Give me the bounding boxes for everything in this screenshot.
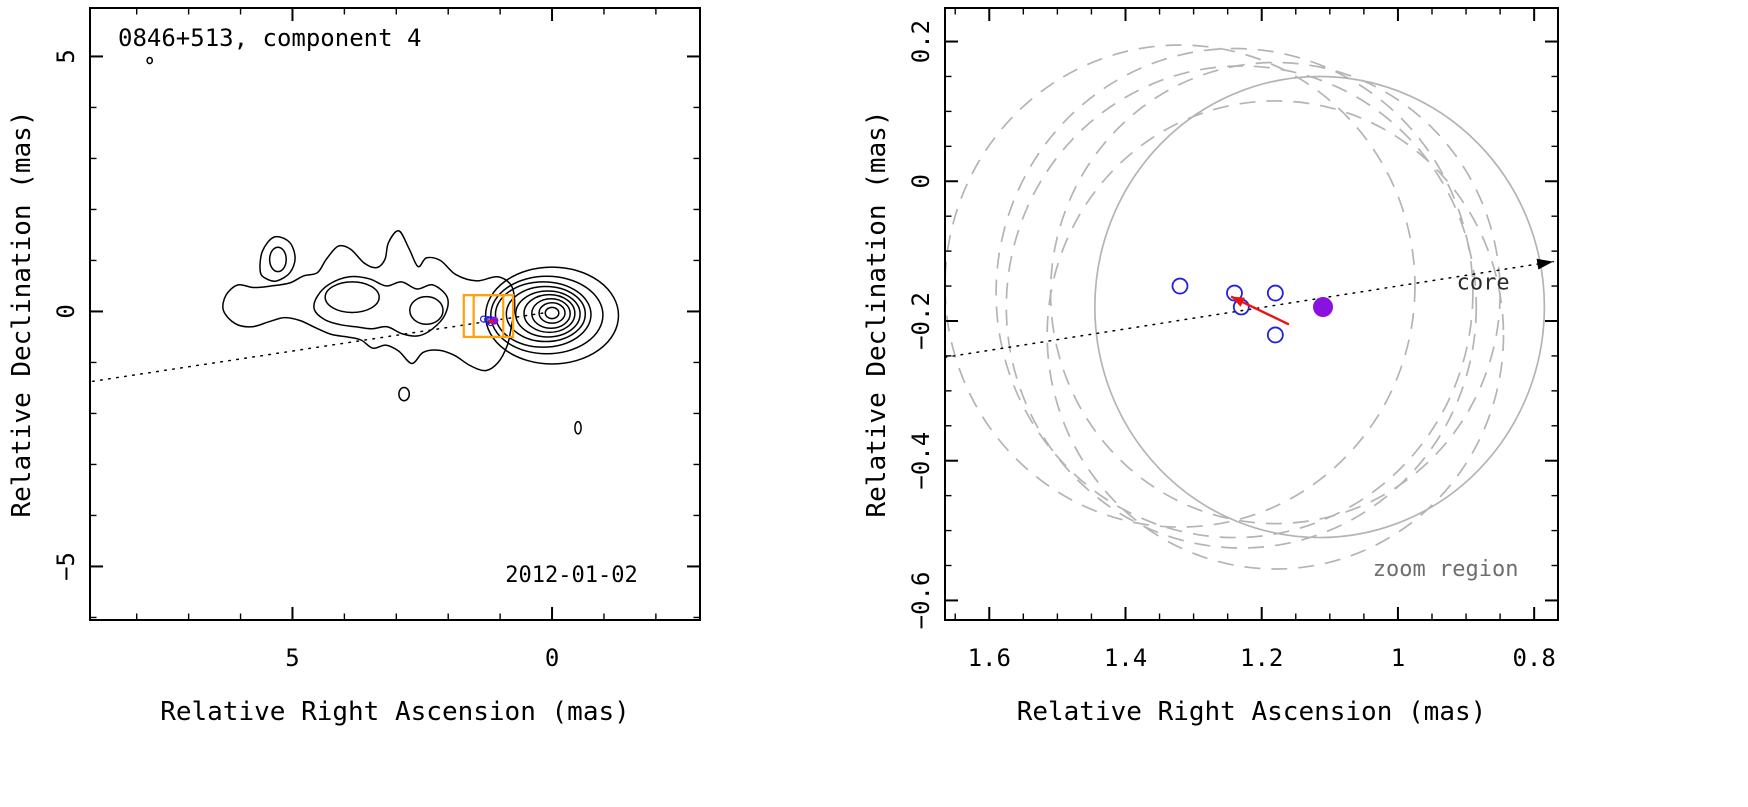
contour-line (484, 266, 620, 365)
y-tick-label: 0 (907, 174, 935, 188)
annotation-zoom-region: zoom region (1373, 557, 1519, 582)
zoom-region-box (472, 294, 515, 339)
y-tick-label: −5 (52, 552, 80, 581)
contour-line (409, 295, 444, 325)
contour-line (268, 246, 287, 273)
right-frame (944, 7, 1559, 621)
x-tick-label: 1 (1391, 644, 1405, 672)
y-axis-label: Relative Declination (mas) (862, 111, 892, 518)
motion-arrowhead (1231, 296, 1245, 307)
right-plot-area (945, 44, 1554, 570)
y-axis-label: Relative Declination (mas) (7, 111, 37, 518)
epoch-position-marker (1226, 284, 1243, 302)
right-panel: 1.6 1.4 1.2 1 0.8 0.2 0 −0.2 −0.4 −0.6 Relative Ri… (862, 7, 1559, 727)
annotation-2012-01-02: 2012-01-02 (505, 563, 637, 588)
contour-line (514, 290, 581, 338)
contour-line (494, 281, 592, 348)
contour-line (324, 281, 380, 314)
contour-line (538, 302, 566, 324)
x-tick-label: 5 (285, 644, 299, 672)
contour-line (259, 235, 296, 282)
contour-line (222, 230, 516, 372)
beam-circle-dashed (1046, 100, 1505, 570)
beam-circle-dashed (945, 44, 1416, 528)
beam-circle-dashed (995, 47, 1474, 539)
contour-line (574, 420, 582, 435)
left-panel: 5 0 5 0 −5 Relative Right Ascension (mas) Rela… (7, 7, 701, 727)
beam-circle-dashed (1049, 61, 1501, 525)
contour-line (146, 56, 154, 65)
x-tick-label: 1.6 (968, 644, 1011, 672)
x-tick-label: 1.4 (1104, 644, 1147, 672)
y-tick-label: 0 (52, 304, 80, 318)
x-axis-label: Relative Right Ascension (mas) (1017, 697, 1487, 727)
x-tick-label: 1.2 (1240, 644, 1283, 672)
epoch-position-marker (1266, 284, 1284, 302)
x-tick-label: 0 (545, 644, 559, 672)
y-tick-label: 0.2 (907, 20, 935, 63)
left-plot-area (91, 56, 620, 435)
epoch-position-marker (1266, 326, 1284, 344)
x-axis-label: Relative Right Ascension (mas) (160, 697, 630, 727)
contour-line (313, 275, 449, 337)
ridge-arrowhead (1536, 258, 1554, 270)
panel-title: 0846+513, component 4 (118, 24, 421, 52)
jet-ridge-line (91, 311, 548, 383)
contour-line (398, 386, 411, 402)
x-tick-label: 0.8 (1512, 644, 1555, 672)
contour-line (523, 293, 576, 334)
epoch-position-marker (479, 315, 488, 323)
y-tick-label: −0.4 (907, 432, 935, 490)
y-tick-label: −0.2 (907, 292, 935, 350)
left-frame (89, 7, 701, 621)
y-tick-label: 5 (52, 49, 80, 63)
beam-circle-solid (1093, 75, 1546, 539)
epoch-position-marker (1171, 277, 1189, 295)
contour-line (531, 297, 571, 330)
contour-line (490, 275, 604, 355)
annotation-core: core (1457, 271, 1510, 296)
contour-line (505, 285, 587, 343)
contour-line (544, 306, 560, 320)
motion-arrowhead (487, 319, 494, 325)
y-tick-label: −0.6 (907, 572, 935, 630)
current-epoch-marker (1313, 297, 1334, 318)
